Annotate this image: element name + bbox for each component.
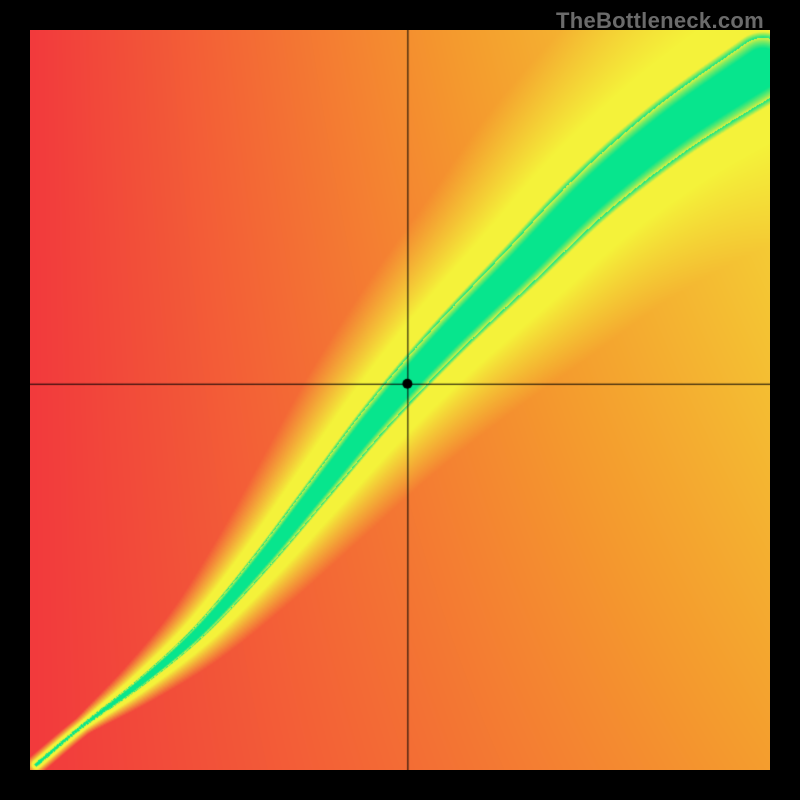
chart-outer: TheBottleneck.com	[0, 0, 800, 800]
heatmap-plot	[30, 30, 770, 770]
heatmap-canvas	[30, 30, 770, 770]
